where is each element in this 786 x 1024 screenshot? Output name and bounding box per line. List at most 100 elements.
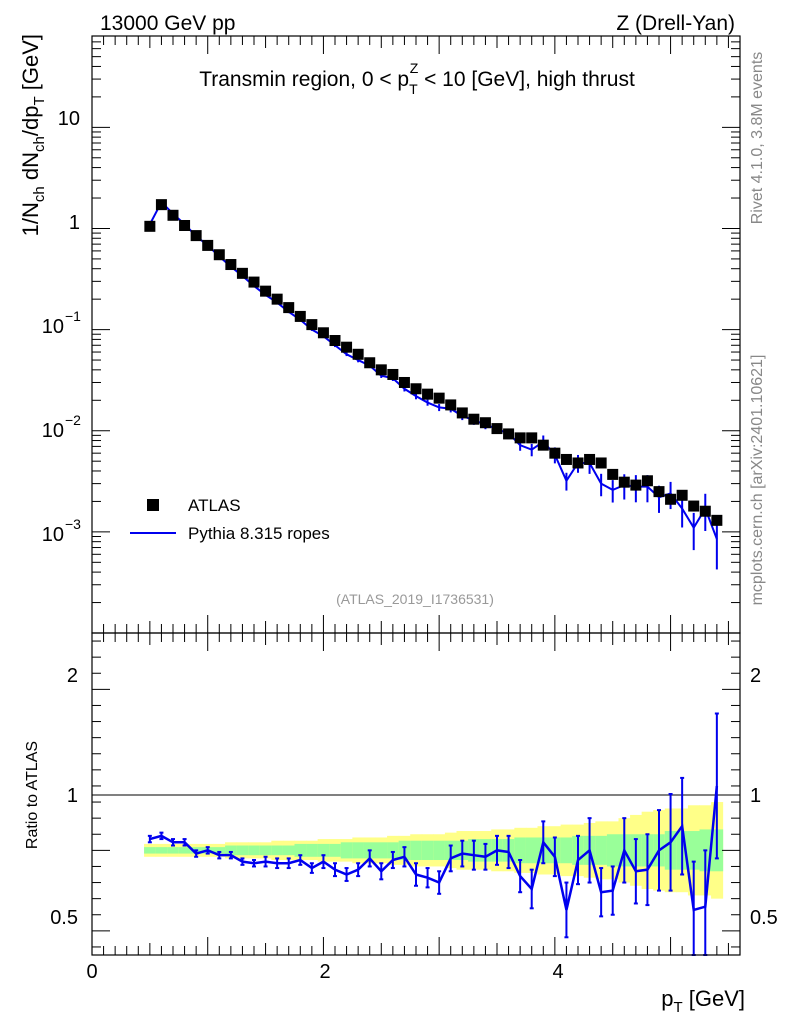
ratio-band-inner [421,840,434,861]
ytick-label-1: 1 [69,212,80,234]
ylabel-g: [GeV] [18,34,43,96]
ratio-bands [144,802,724,899]
xtick-label-4: 4 [552,961,563,983]
data-point [179,219,191,231]
data-point [595,457,607,469]
xlabel-c: [GeV] [683,986,745,1011]
ratio-ytick-1-right: 1 [750,785,761,807]
data-point [375,364,387,376]
data-point [676,489,688,501]
ratio-frame [91,632,741,956]
ratio-band-inner [525,837,538,864]
ytick-label-0.001: 10 [42,524,64,546]
data-point [526,432,538,444]
ytick-exp-0.01: −2 [65,412,81,428]
ratio-ytick-2-right: 2 [750,665,761,687]
ratio-band-inner [687,831,700,870]
ratio-band-inner [306,843,319,857]
header-right: Z (Drell-Yan) [616,12,735,35]
ratio-y-label: Ratio to ATLAS [24,741,41,849]
x-axis-label: pT [GeV] [661,986,745,1016]
ratio-band-inner [167,847,180,854]
data-point [190,230,202,242]
ylabel-e: /dp [18,106,43,137]
ratio-band-inner [387,842,400,859]
data-point [584,453,596,465]
data-point [503,428,515,440]
ratio-band-inner [294,843,307,857]
ratio-band-inner [259,845,272,856]
ratio-band-inner [433,840,446,861]
data-point [236,267,248,279]
main-frame [91,35,741,634]
ratio-band-inner [317,843,330,857]
legend-mc-label: Pythia 8.315 ropes [188,524,330,543]
data-point [225,259,237,271]
data-point [514,432,526,444]
data-point [560,453,572,465]
ratio-band-inner [155,847,168,854]
ratio-band-inner [514,837,527,864]
data-point [387,368,399,380]
data-point [537,439,549,451]
data-point [618,476,630,488]
ratio-line [149,785,719,912]
ratio-band-inner [225,845,238,856]
data-point [630,479,642,491]
data-point [653,486,665,498]
data-point [549,447,561,459]
mcplots-label: mcplots.cern.ch [arXiv:2401.10621] [749,355,766,606]
data-point [699,505,711,517]
ratio-band-inner [606,834,619,867]
ratio-ytick-0.5-right: 0.5 [750,907,778,929]
ytick-exp-0.001: −3 [65,516,81,532]
title-sup: Z [410,60,419,76]
data-point [317,327,329,339]
ylabel-d: ch [31,136,48,152]
rivet-label: Rivet 4.1.0, 3.8M events [749,52,766,225]
data-point [433,392,445,404]
legend-data-marker [147,499,159,511]
data-point [479,417,491,429]
ratio-band-inner [144,847,157,854]
data-point [155,199,167,211]
data-point [491,423,503,435]
legend: ATLAS Pythia 8.315 ropes [130,496,330,543]
ylabel-a: 1/N [18,202,43,236]
data-point [294,310,306,322]
data-point [641,475,653,487]
data-point [468,413,480,425]
ratio-ytick-0.5-left: 0.5 [50,907,78,929]
data-point [144,220,156,232]
ratio-band-inner [178,847,191,854]
data-point [283,302,295,314]
ratio-mc-series [147,712,719,956]
ratio-band-inner [410,840,423,861]
ratio-ticks [91,633,740,955]
ytick-label-0.01: 10 [42,420,64,442]
ratio-band-inner [595,835,608,865]
ratio-band-inner [248,845,261,856]
chart-title: Transmin region, 0 < pTZ < 10 [GeV], hig… [199,60,635,97]
data-point [607,468,619,480]
ratio-band-inner [329,843,342,857]
ratio-band-inner [236,845,249,856]
ratio-band-inner [375,842,388,859]
ytick-label-10: 10 [58,108,80,130]
title-sub: T [409,81,418,97]
title-pre: Transmin region, 0 < p [199,68,409,91]
data-series [144,199,723,526]
data-point [688,500,700,512]
watermark: (ATLAS_2019_I1736531) [336,591,494,607]
xlabel-a: p [661,986,673,1011]
data-point [398,376,410,388]
main-ticks [91,35,740,634]
data-point [341,341,353,353]
data-point [260,285,272,297]
data-point [167,209,179,221]
data-point [213,249,225,261]
data-point [572,457,584,469]
ratio-ytick-2-left: 2 [67,665,78,687]
data-point [202,239,214,251]
